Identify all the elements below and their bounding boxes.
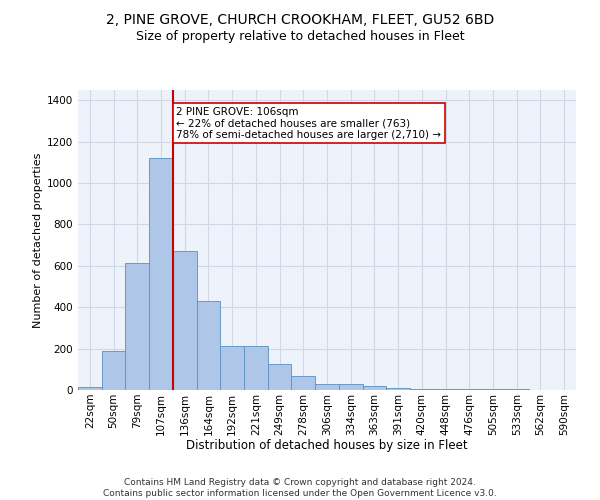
Bar: [197, 301, 220, 390]
Text: Contains HM Land Registry data © Crown copyright and database right 2024.
Contai: Contains HM Land Registry data © Crown c…: [103, 478, 497, 498]
X-axis label: Distribution of detached houses by size in Fleet: Distribution of detached houses by size …: [186, 439, 468, 452]
Text: 2 PINE GROVE: 106sqm
← 22% of detached houses are smaller (763)
78% of semi-deta: 2 PINE GROVE: 106sqm ← 22% of detached h…: [176, 106, 442, 140]
Y-axis label: Number of detached properties: Number of detached properties: [33, 152, 43, 328]
Bar: [315, 384, 339, 390]
Bar: [125, 263, 149, 390]
Bar: [386, 388, 410, 390]
Bar: [102, 350, 125, 390]
Bar: [220, 346, 244, 390]
Bar: [244, 346, 268, 390]
Bar: [434, 389, 457, 390]
Bar: [173, 252, 197, 390]
Bar: [78, 387, 102, 390]
Bar: [362, 386, 386, 390]
Bar: [410, 389, 434, 390]
Text: Size of property relative to detached houses in Fleet: Size of property relative to detached ho…: [136, 30, 464, 43]
Bar: [149, 158, 173, 390]
Bar: [339, 384, 362, 390]
Bar: [292, 376, 315, 390]
Text: 2, PINE GROVE, CHURCH CROOKHAM, FLEET, GU52 6BD: 2, PINE GROVE, CHURCH CROOKHAM, FLEET, G…: [106, 12, 494, 26]
Bar: [268, 364, 292, 390]
